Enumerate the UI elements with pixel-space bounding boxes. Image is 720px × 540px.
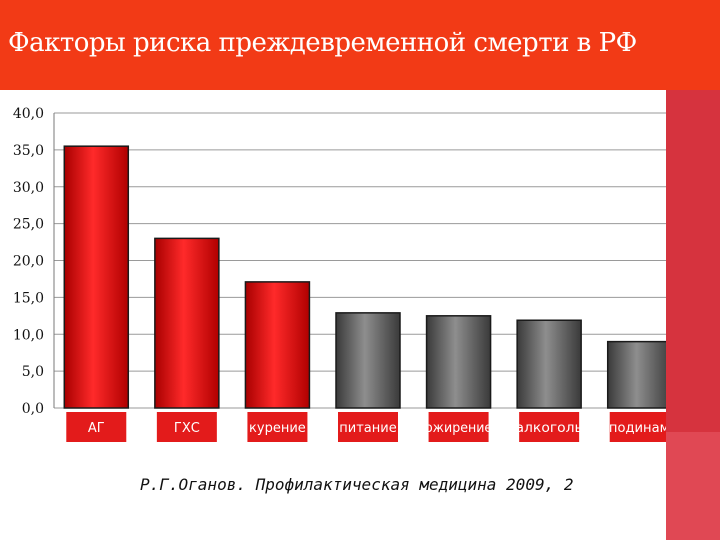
category-label: алкоголь — [516, 421, 583, 436]
chart-bars — [63, 145, 666, 409]
slide-header: Факторы риска преждевременной смерти в Р… — [0, 0, 720, 90]
accent-band-lower — [666, 432, 720, 540]
category-label: питание — [339, 421, 396, 436]
category-label: ГХС — [174, 421, 200, 436]
y-tick-label: 10,0 — [13, 327, 44, 343]
y-tick-label: 0,0 — [22, 401, 44, 417]
category-label-bg — [66, 412, 127, 442]
bar-6 — [606, 340, 666, 409]
source-citation: Р.Г.Оганов. Профилактическая медицина 20… — [140, 475, 574, 494]
category-label-bg — [156, 412, 217, 442]
y-tick-label: 5,0 — [22, 364, 44, 380]
bar-1 — [154, 237, 220, 409]
bar-chart: 0,0 5,0 10,0 15,0 20,0 25,0 30,0 35,0 40,0 АГ ГХС… — [13, 106, 666, 442]
category-label: ожирение — [425, 421, 492, 436]
category-label: курение — [249, 421, 306, 436]
y-axis-ticks: 0,0 5,0 10,0 15,0 20,0 25,0 30,0 35,0 40,0 — [13, 106, 44, 417]
bar-4 — [425, 315, 492, 409]
y-tick-label: 35,0 — [13, 143, 44, 159]
y-tick-label: 20,0 — [13, 254, 44, 270]
y-tick-label: 15,0 — [13, 290, 44, 306]
bar-3 — [335, 312, 401, 409]
category-labels: АГ ГХС курение питание ожирение алкоголь гипод… — [66, 412, 666, 442]
category-label: АГ — [88, 421, 105, 436]
category-label-bg — [428, 412, 489, 442]
category-label-bg — [609, 412, 666, 442]
y-tick-label: 30,0 — [13, 180, 44, 196]
bar-2 — [244, 281, 311, 409]
category-label: гиподинамия — [594, 421, 666, 436]
category-label-bg — [247, 412, 308, 442]
bar-5 — [516, 319, 582, 409]
category-label-bg — [519, 412, 580, 442]
bar-0 — [63, 145, 130, 409]
y-tick-label: 25,0 — [13, 217, 44, 233]
category-label-bg — [338, 412, 398, 442]
slide-title: Факторы риска преждевременной смерти в Р… — [8, 28, 637, 58]
y-tick-label: 40,0 — [13, 106, 44, 122]
